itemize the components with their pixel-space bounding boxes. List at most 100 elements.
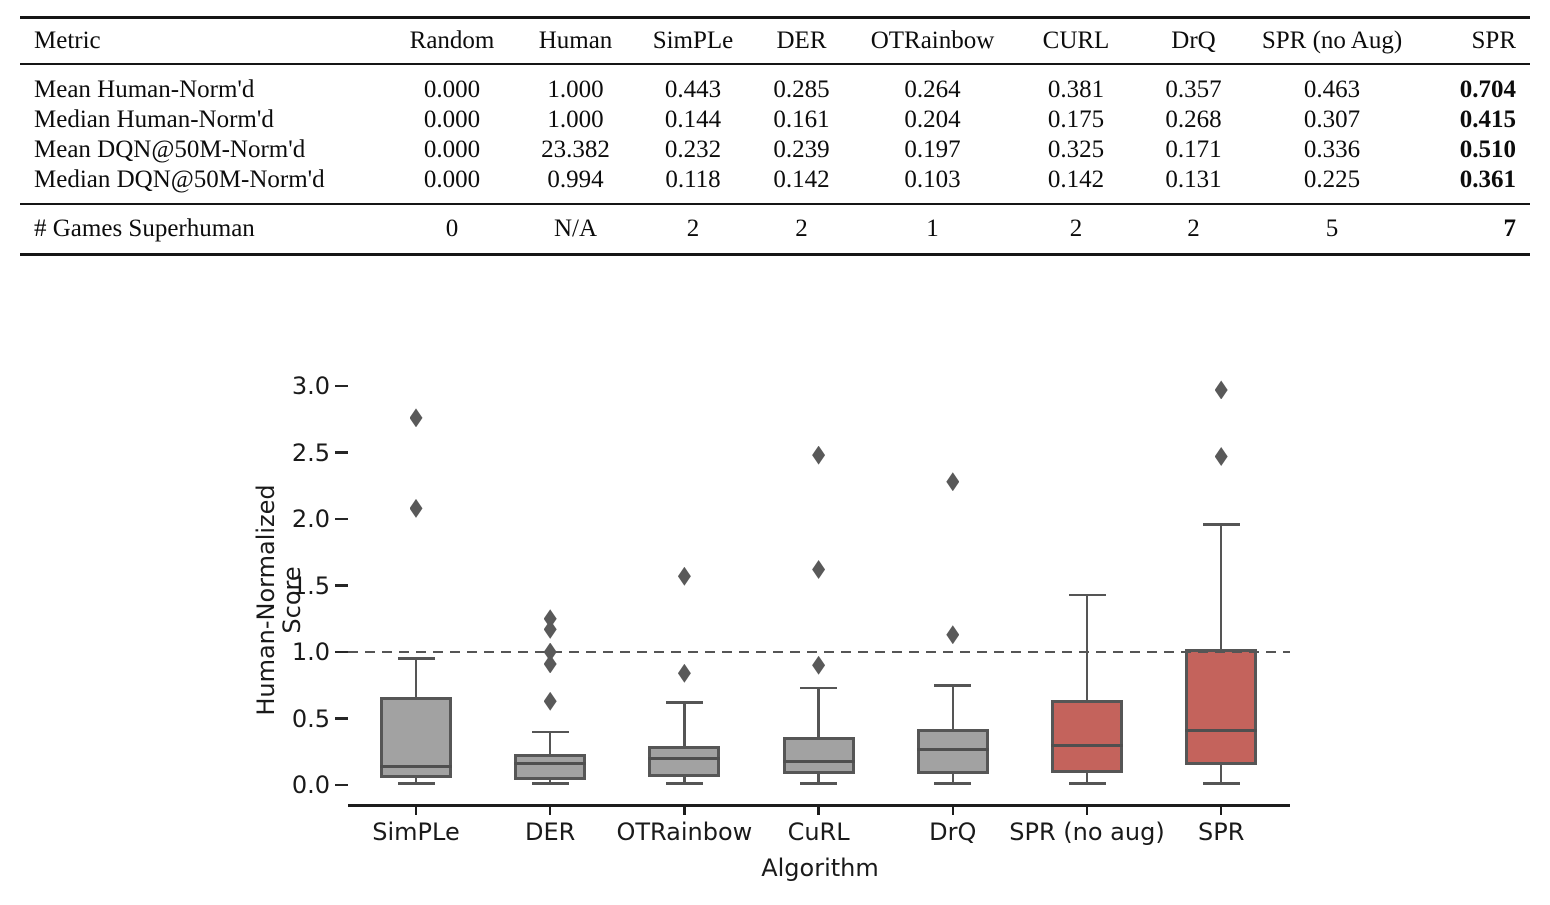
whisker-cap-top: [1202, 523, 1240, 526]
value-cell: 0.161: [773, 106, 830, 133]
value-cell: 5: [1246, 204, 1418, 256]
value-cell: 0.463: [1303, 76, 1361, 103]
x-tick-mark: [548, 806, 552, 815]
value-cell: 0.103: [854, 165, 1011, 205]
x-tick-mark: [951, 806, 955, 815]
x-axis-spine: [348, 804, 1290, 807]
y-tick-mark: [335, 783, 348, 787]
x-tick-mark: [817, 806, 820, 815]
value-cell: 2: [749, 204, 854, 256]
outlier-diamond: [543, 691, 557, 711]
value-cell: 0.000: [423, 136, 481, 163]
metric-cell: # Games Superhuman: [20, 204, 390, 256]
header-cell: SimPLe: [637, 16, 749, 65]
value-cell: 0.204: [904, 106, 961, 133]
whisker-cap-top: [800, 686, 838, 690]
whisker-cap-bottom: [665, 782, 703, 785]
x-tick-label: DrQ: [929, 818, 977, 846]
outlier-diamond: [812, 445, 826, 465]
y-tick-label: 1.0: [291, 638, 330, 666]
value-cell: 0.171: [1165, 136, 1222, 163]
whisker-line: [683, 702, 686, 784]
header-cell: SPR: [1418, 16, 1530, 65]
value-cell: 1.000: [547, 76, 604, 103]
box: [1185, 649, 1258, 766]
header-cell: SPR (no Aug): [1246, 16, 1418, 65]
header-cell: Random: [390, 16, 514, 65]
value-cell: 0.415: [1459, 106, 1516, 133]
whisker-cap-top: [1068, 593, 1106, 597]
box: [514, 754, 587, 780]
y-tick-label: 1.5: [291, 571, 330, 600]
outlier-diamond: [946, 472, 960, 492]
table-foot: # Games Superhuman 0 N/A 2 2 1 2 2 5 7: [20, 204, 1530, 256]
box: [648, 746, 721, 777]
x-tick-mark: [414, 806, 418, 815]
outlier-diamond: [677, 663, 691, 683]
metric-cell: Median DQN@50M-Norm'd: [20, 165, 390, 205]
value-cell: 0: [390, 204, 514, 256]
y-tick-mark: [335, 517, 348, 521]
value-cell: 2: [1011, 204, 1141, 256]
median-line: [648, 756, 721, 760]
header-cell: Metric: [20, 16, 390, 65]
reference-line: [348, 650, 1290, 654]
value-cell: 2: [1141, 204, 1246, 256]
value-cell: 0.142: [1011, 165, 1141, 205]
metric-cell: Median Human-Norm'd: [34, 106, 274, 133]
x-tick-mark: [1085, 806, 1089, 815]
outlier-diamond: [812, 560, 826, 580]
value-cell: 2: [637, 204, 749, 256]
outlier-diamond: [543, 619, 557, 639]
value-cell: 0.994: [514, 165, 637, 205]
value-cell: 0.131: [1141, 165, 1246, 205]
value-cell: 0.443: [664, 76, 722, 103]
value-cell: N/A: [514, 204, 637, 256]
x-tick-mark: [1219, 806, 1223, 815]
outlier-diamond: [946, 625, 960, 645]
value-cell: 0.361: [1418, 165, 1530, 205]
median-line: [916, 747, 989, 751]
value-cell: 0.357: [1165, 76, 1222, 103]
value-cell: 0.232: [664, 136, 722, 163]
metric-cell: Mean Human-Norm'd: [34, 76, 255, 103]
table-row: Mean Human-Norm'd 0.000 1.000 0.443 0.285 0.2…: [20, 64, 1530, 105]
header-cell: OTRainbow: [854, 16, 1011, 65]
value-cell: 0.264: [904, 76, 961, 103]
y-axis-label: Human-Normalized Score: [252, 484, 306, 716]
y-tick-label: 3.0: [291, 372, 330, 400]
x-tick-mark: [683, 806, 686, 815]
whisker-cap-top: [397, 657, 435, 660]
whisker-cap-top: [531, 730, 569, 734]
table-row: Mean DQN@50M-Norm'd 0.000 23.382 0.232 0.239…: [20, 135, 1530, 165]
outlier-diamond: [1214, 446, 1228, 466]
outlier-diamond: [677, 566, 691, 586]
value-cell: 0.336: [1303, 136, 1361, 163]
median-line: [514, 762, 587, 766]
value-cell: 0.268: [1165, 106, 1222, 133]
value-cell: 0.000: [390, 165, 514, 205]
header-cell: CURL: [1011, 16, 1141, 65]
x-tick-label: SimPLe: [372, 818, 460, 846]
median-line: [1185, 728, 1258, 732]
median-line: [1051, 743, 1123, 747]
value-cell: 0.325: [1047, 136, 1105, 163]
outlier-diamond: [543, 654, 557, 674]
value-cell: 0.307: [1303, 106, 1361, 133]
outlier-diamond: [543, 642, 557, 662]
x-tick-label: SPR: [1197, 818, 1245, 846]
whisker-line: [1085, 594, 1089, 784]
value-cell: 0.510: [1459, 136, 1516, 163]
value-cell: 0.197: [904, 136, 961, 163]
header-cell: DER: [749, 16, 854, 65]
y-tick-mark: [335, 384, 348, 388]
outlier-diamond: [1214, 380, 1228, 400]
outlier-diamond: [409, 408, 423, 428]
outlier-diamond: [543, 609, 557, 629]
y-tick-mark: [335, 584, 348, 587]
table-footer-row: # Games Superhuman 0 N/A 2 2 1 2 2 5 7: [20, 204, 1530, 256]
y-tick-mark: [335, 451, 348, 454]
box: [782, 737, 855, 775]
value-cell: 0.704: [1459, 76, 1516, 103]
table-body: Mean Human-Norm'd 0.000 1.000 0.443 0.285 0.2…: [20, 64, 1530, 205]
